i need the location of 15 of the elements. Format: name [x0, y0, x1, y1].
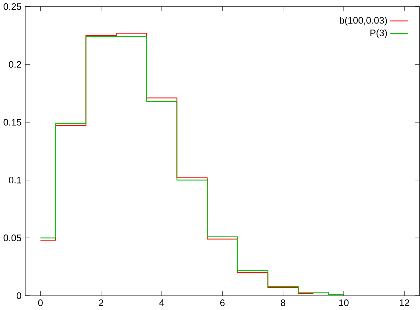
y-tick-label: 0.25 [4, 4, 22, 10]
x-tick-label: 8 [281, 300, 286, 306]
x-tick-label: 0 [38, 300, 43, 306]
x-tick-label: 12 [400, 300, 410, 306]
x-tick-label: 2 [99, 300, 104, 306]
y-tick-label: 0.15 [4, 119, 22, 126]
y-tick-label: 0.2 [9, 61, 22, 68]
x-tick-label: 6 [220, 300, 225, 306]
x-tick-label: 4 [160, 300, 164, 306]
y-tick-label: 0.1 [9, 177, 22, 184]
legend-label: P(3) [370, 30, 388, 38]
y-tick-label: 0 [16, 292, 22, 300]
x-tick-label: 10 [339, 300, 349, 306]
y-tick-label: 0.05 [4, 234, 22, 242]
legend-label: b(100,0.03) [340, 17, 388, 26]
